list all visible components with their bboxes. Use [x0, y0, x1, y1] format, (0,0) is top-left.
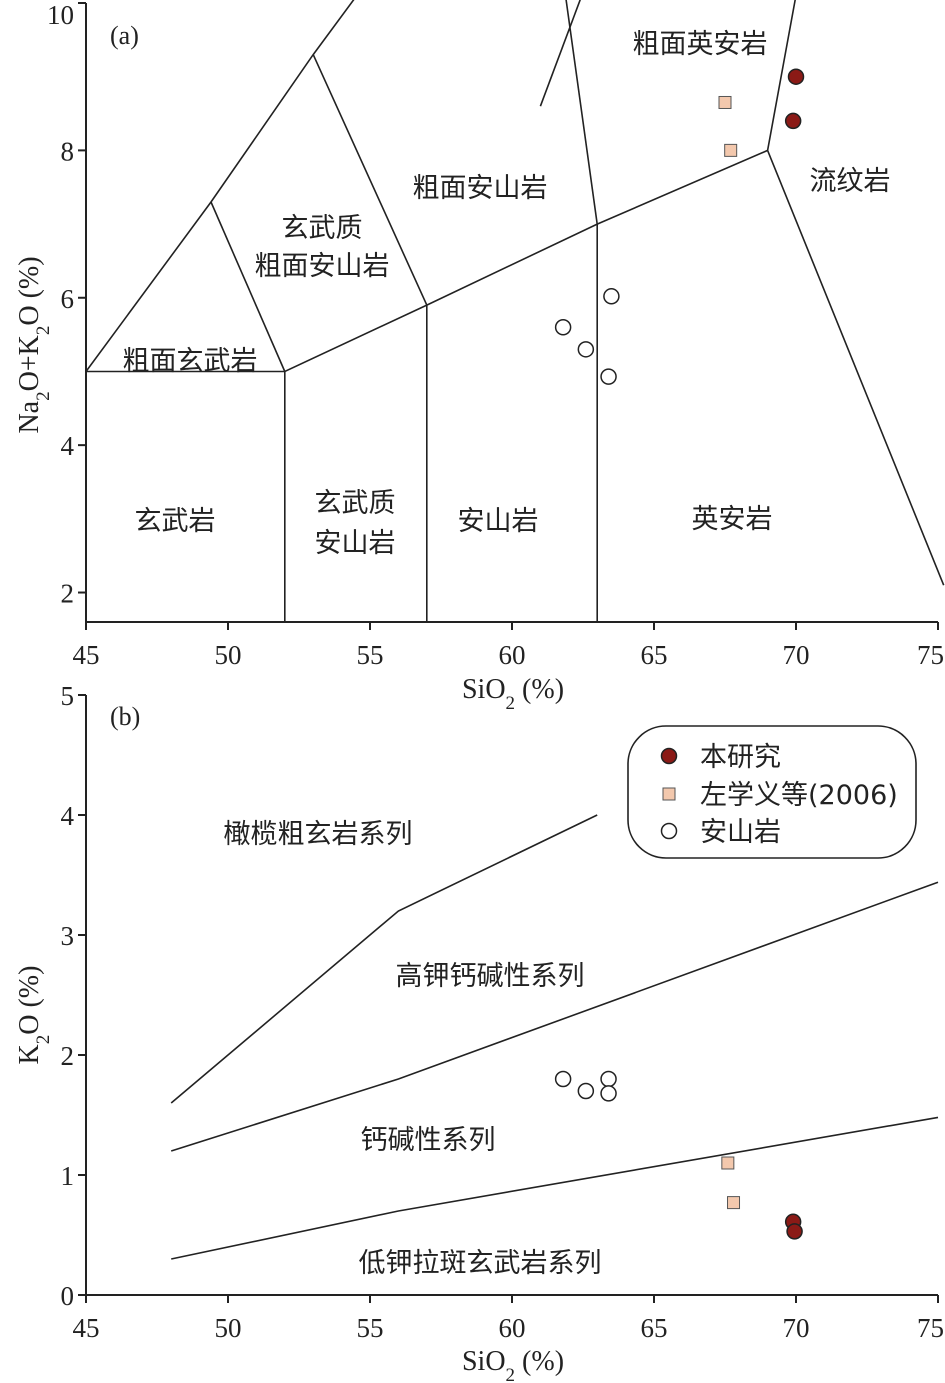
k2o-x-tick-labels: 45 50 55 60 65 70 75 — [73, 1313, 945, 1343]
tas-y-tick-label: 4 — [61, 431, 75, 461]
k2o-y-tick-label: 2 — [61, 1041, 75, 1071]
k2o-panel-label: (b) — [110, 702, 140, 731]
k2o-boundary-line-1 — [170, 881, 939, 1152]
tas-y-axis-title: Na2O+K2O (%) — [14, 256, 54, 433]
tas-diagram-panel: 45 50 55 60 65 70 75 2 4 6 8 10 (a) 粗面英安岩 流纹岩 粗面安山… — [14, 0, 945, 714]
tas-boundary-line-9 — [766, 150, 945, 586]
field-label-rhyolite: 流纹岩 — [810, 166, 891, 197]
k2o-y-tick-label: 1 — [61, 1161, 75, 1191]
field-label-trachydacite: 粗面英安岩 — [633, 29, 768, 60]
tas-y-tick-labels: 2 4 6 8 10 — [47, 0, 75, 609]
series-label-calc-alkaline: 钙碱性系列 — [361, 1125, 496, 1156]
tas-point-square-1 — [724, 143, 738, 157]
k2o-point-square-0 — [721, 1156, 735, 1170]
legend-frame — [627, 725, 917, 859]
tas-x-tick-label: 75 — [917, 640, 944, 670]
k2o-data-points — [554, 1070, 803, 1240]
tas-y-tick-label: 8 — [61, 136, 75, 166]
legend-marker-zuo-2006 — [662, 787, 676, 801]
field-label-basalt: 玄武岩 — [135, 506, 216, 537]
k2o-x-tick-label: 45 — [73, 1313, 100, 1343]
tas-y-tick-label: 10 — [47, 0, 74, 30]
k2o-point-square-1 — [727, 1196, 741, 1210]
tas-x-tick-label: 70 — [783, 640, 810, 670]
tas-x-tick-label: 45 — [73, 640, 100, 670]
field-label-basaltic-trachyandesite-line2: 粗面安山岩 — [255, 251, 390, 282]
field-label-basaltic-andesite-line1: 玄武质 — [315, 488, 396, 519]
legend-marker-andesite — [660, 822, 678, 840]
k2o-boundary-line-2 — [171, 1116, 939, 1260]
tas-point-filled-circle-0 — [787, 68, 805, 85]
tas-x-tick-labels: 45 50 55 60 65 70 75 — [73, 640, 945, 670]
k2o-y-axis-title: K2O (%) — [14, 966, 54, 1065]
tas-x-tick-label: 50 — [215, 640, 242, 670]
k2o-series-boundaries — [170, 814, 939, 1260]
k2o-point-open-circle-1 — [577, 1082, 595, 1100]
legend-label-andesite: 安山岩 — [700, 817, 781, 848]
field-label-trachybasalt: 粗面玄武岩 — [123, 346, 258, 377]
tas-data-points — [554, 68, 805, 385]
tas-x-tick-label: 60 — [499, 640, 526, 670]
series-label-shoshonite: 橄榄粗玄岩系列 — [224, 819, 413, 850]
tas-point-open-circle-3 — [600, 368, 617, 385]
tas-boundary-line-6 — [312, 54, 428, 306]
field-label-trachyandesite: 粗面安山岩 — [413, 173, 548, 204]
k2o-x-tick-label: 60 — [499, 1313, 526, 1343]
k2o-x-tick-label: 55 — [357, 1313, 384, 1343]
k2o-point-filled-circle-1 — [786, 1223, 803, 1240]
tas-boundary-line-7 — [565, 0, 598, 225]
k2o-boundary-line-0 — [170, 814, 598, 1104]
legend-label-zuo-2006: 左学义等(2006) — [700, 780, 898, 811]
legend-marker-this-study — [660, 747, 678, 765]
series-label-high-k: 高钾钙碱性系列 — [396, 961, 585, 992]
series-label-low-k: 低钾拉斑玄武岩系列 — [359, 1248, 602, 1279]
tas-boundary-line-8 — [539, 0, 581, 107]
k2o-axes — [78, 694, 939, 1303]
k2o-x-axis-title: SiO2 (%) — [462, 1346, 564, 1383]
k2o-point-open-circle-2 — [600, 1070, 617, 1088]
k2o-y-tick-label: 0 — [61, 1281, 75, 1311]
tas-axes — [78, 2, 939, 630]
tas-y-tick-label: 2 — [61, 579, 75, 609]
field-label-andesite: 安山岩 — [458, 506, 539, 537]
k2o-y-tick-label: 4 — [61, 801, 75, 831]
tas-field-boundaries — [86, 0, 945, 622]
legend-label-this-study: 本研究 — [700, 742, 781, 773]
k2o-x-tick-label: 65 — [641, 1313, 668, 1343]
k2o-x-tick-label: 50 — [215, 1313, 242, 1343]
tas-point-filled-circle-1 — [784, 112, 802, 130]
tas-boundary-line-4 — [86, 0, 355, 372]
tas-y-tick-label: 6 — [61, 284, 75, 314]
k2o-y-tick-label: 5 — [61, 681, 75, 711]
tas-point-open-circle-1 — [577, 341, 595, 358]
k2o-x-tick-label: 70 — [783, 1313, 810, 1343]
k2o-x-tick-label: 75 — [917, 1313, 944, 1343]
field-label-basaltic-trachyandesite-line1: 玄武质 — [282, 213, 363, 244]
k2o-y-tick-labels: 0 1 2 3 4 5 — [61, 681, 75, 1311]
tas-x-tick-label: 55 — [357, 640, 384, 670]
legend: 本研究 左学义等(2006) 安山岩 — [627, 725, 917, 859]
tas-point-open-circle-0 — [554, 318, 572, 336]
k2o-point-open-circle-0 — [554, 1070, 572, 1088]
tas-x-axis-title: SiO2 (%) — [462, 674, 564, 714]
tas-x-tick-label: 65 — [641, 640, 668, 670]
tas-boundary-line-5 — [210, 201, 286, 372]
k2o-y-tick-label: 3 — [61, 921, 75, 951]
k2o-point-open-circle-3 — [600, 1085, 617, 1102]
tas-panel-label: (a) — [110, 21, 139, 50]
tas-point-open-circle-2 — [603, 288, 620, 305]
field-label-basaltic-andesite-line2: 安山岩 — [315, 528, 396, 559]
tas-point-square-0 — [718, 95, 732, 109]
field-label-dacite: 英安岩 — [692, 504, 773, 535]
tas-boundary-line-0 — [86, 0, 796, 373]
